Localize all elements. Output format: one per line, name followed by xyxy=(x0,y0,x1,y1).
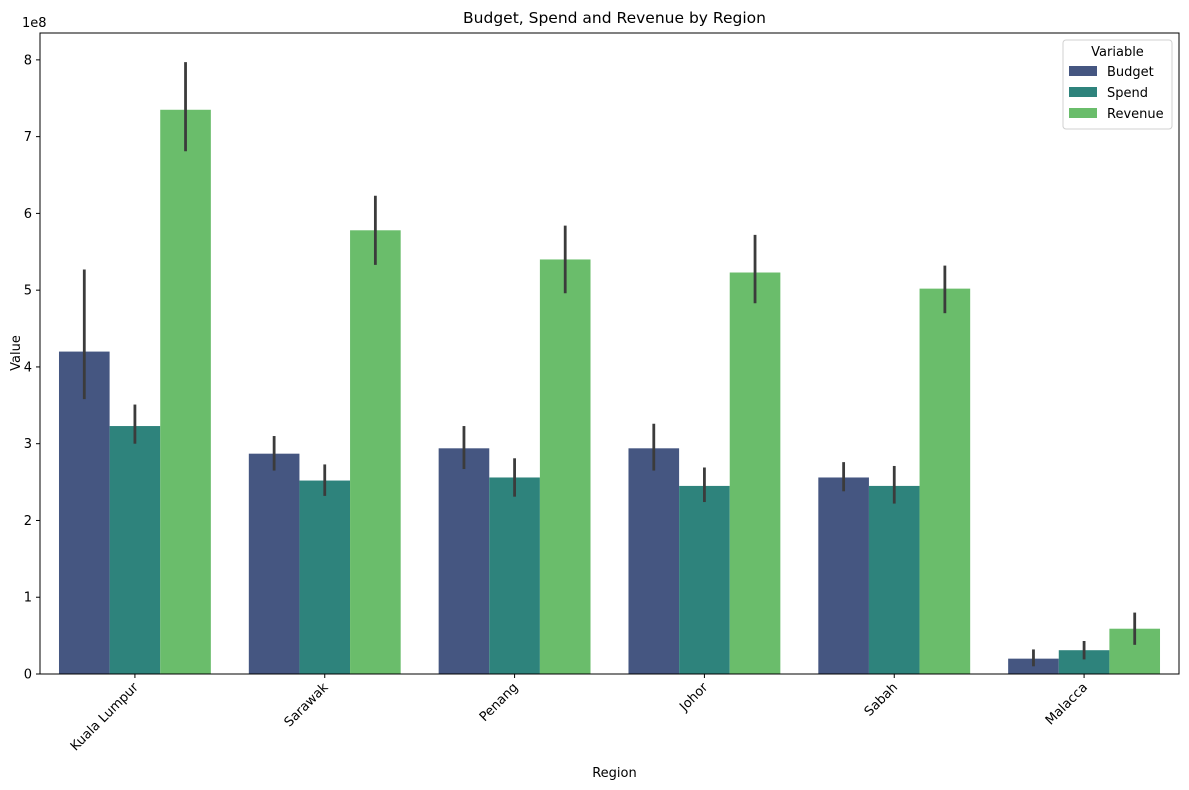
bar-budget-johor[interactable] xyxy=(628,448,680,674)
bars-layer xyxy=(58,109,1161,674)
x-tick-label: Penang xyxy=(477,680,522,725)
error-bars-layer xyxy=(82,62,1137,667)
legend-title: Variable xyxy=(1091,45,1144,60)
y-axis: 0 1 2 3 4 5 6 7 8 xyxy=(24,53,40,683)
bar-revenue-kuala-lumpur[interactable] xyxy=(160,109,211,674)
legend-label-budget: Budget xyxy=(1107,65,1154,80)
x-tick-label: Sabah xyxy=(862,680,901,719)
legend-swatch-budget xyxy=(1069,66,1097,76)
x-tick-label: Johor xyxy=(676,680,711,715)
bar-revenue-sabah[interactable] xyxy=(919,288,971,674)
y-tick-label: 0 xyxy=(24,668,32,683)
bar-budget-sabah[interactable] xyxy=(818,477,869,674)
bar-revenue-penang[interactable] xyxy=(539,259,591,674)
bar-spend-johor[interactable] xyxy=(679,485,730,674)
x-axis-label: Region xyxy=(592,766,637,781)
legend-swatch-revenue xyxy=(1069,108,1097,118)
y-tick-label: 1 xyxy=(24,591,32,606)
legend-swatch-spend xyxy=(1069,87,1097,97)
bar-budget-kuala-lumpur[interactable] xyxy=(58,351,110,674)
y-tick-label: 7 xyxy=(24,130,32,145)
bar-revenue-johor[interactable] xyxy=(729,272,781,674)
x-tick-label: Malacca xyxy=(1043,680,1091,728)
y-tick-label: 4 xyxy=(24,360,32,375)
plot-frame xyxy=(39,32,1180,675)
bar-spend-sarawak[interactable] xyxy=(299,480,351,674)
y-tick-label: 8 xyxy=(24,53,32,68)
x-tick-label: Sarawak xyxy=(282,680,332,730)
y-tick-label: 3 xyxy=(24,437,32,452)
legend-items: Budget Spend Revenue xyxy=(1069,65,1164,122)
chart-title: Budget, Spend and Revenue by Region xyxy=(463,9,766,27)
bar-budget-penang[interactable] xyxy=(438,448,490,674)
bar-spend-malacca[interactable] xyxy=(1058,650,1110,674)
bar-spend-penang[interactable] xyxy=(489,477,540,674)
y-axis-offset-label: 1e8 xyxy=(22,16,47,31)
y-tick-label: 2 xyxy=(24,514,32,529)
y-axis-label: Value xyxy=(9,335,24,371)
y-tick-label: 6 xyxy=(24,207,32,222)
bar-spend-sabah[interactable] xyxy=(868,485,920,674)
bar-budget-sarawak[interactable] xyxy=(248,453,300,674)
legend-label-revenue: Revenue xyxy=(1107,107,1164,122)
x-tick-label: Kuala Lumpur xyxy=(68,680,142,754)
legend-frame xyxy=(1062,39,1173,130)
x-axis: Kuala Lumpur Sarawak Penang Johor Sabah Malac… xyxy=(68,674,1091,754)
bar-revenue-sarawak[interactable] xyxy=(350,230,401,674)
legend[interactable]: Variable Budget Spend Revenue xyxy=(1062,39,1173,130)
y-tick-label: 5 xyxy=(24,284,32,299)
bar-spend-kuala-lumpur[interactable] xyxy=(109,426,161,674)
legend-label-spend: Spend xyxy=(1107,86,1148,101)
